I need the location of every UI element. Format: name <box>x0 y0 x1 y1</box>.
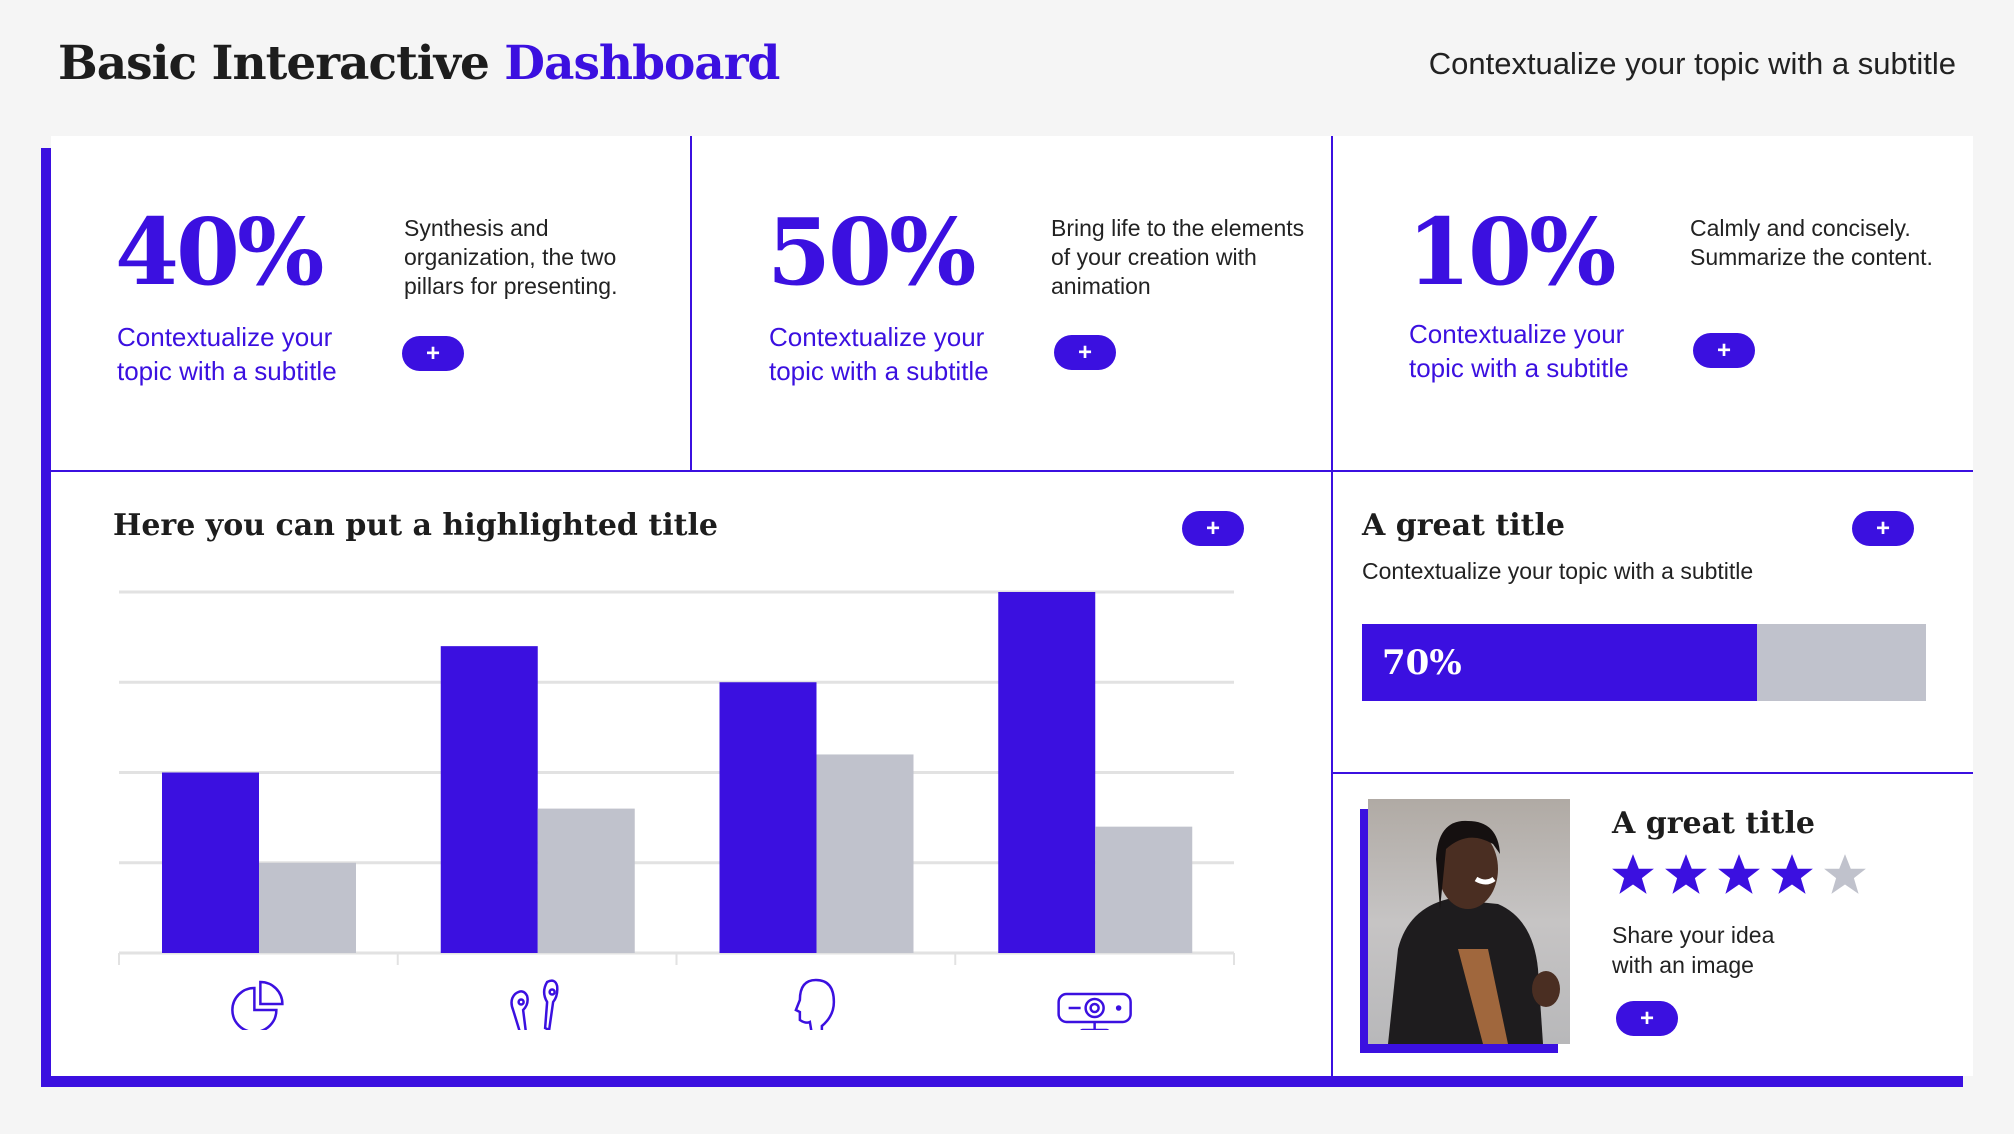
bar <box>162 772 259 953</box>
kpi-description: Synthesis and organization, the two pill… <box>404 215 618 299</box>
star-filled-icon[interactable] <box>1610 852 1656 896</box>
bar-chart <box>118 590 1235 1030</box>
progress-label: 70% <box>1382 642 1462 683</box>
image-panel-text: Share your idea with an image <box>1612 922 1775 978</box>
kpi-subtitle: Contextualize your topic with a subtitle <box>769 322 989 386</box>
star-empty-icon[interactable] <box>1822 852 1868 896</box>
progress-bar: 70% <box>1362 624 1926 701</box>
bar <box>440 646 538 953</box>
chart-title: Here you can put a highlighted title <box>113 508 718 543</box>
progress-subtitle: Contextualize your topic with a subtitle <box>1362 558 1754 584</box>
page-title: Basic Interactive Dashboard <box>58 36 780 91</box>
star-filled-icon[interactable] <box>1716 852 1762 896</box>
divider <box>51 470 1973 472</box>
divider <box>690 136 692 471</box>
add-button[interactable]: + <box>1693 333 1755 368</box>
pie-chart-icon <box>231 980 284 1030</box>
kpi-description: Calmly and concisely. Summarize the cont… <box>1690 215 1933 270</box>
progress-title: A great title <box>1362 508 1565 543</box>
divider <box>1332 772 1973 774</box>
kpi-value: 50% <box>767 198 976 306</box>
kpi-subtitle: Contextualize your topic with a subtitle <box>117 322 337 386</box>
kpi-subtitle: Contextualize your topic with a subtitle <box>1409 319 1629 383</box>
bar <box>816 754 914 953</box>
earbuds-icon <box>510 979 559 1030</box>
add-button[interactable]: + <box>1054 335 1116 370</box>
accent-bar-bottom <box>41 1076 1963 1087</box>
image-panel-title: A great title <box>1612 806 1815 841</box>
accent-bar-left <box>41 148 51 1087</box>
star-filled-icon[interactable] <box>1663 852 1709 896</box>
projector-icon <box>1057 992 1132 1030</box>
kpi-value: 10% <box>1407 198 1616 306</box>
star-filled-icon[interactable] <box>1769 852 1815 896</box>
add-button[interactable]: + <box>1616 1001 1678 1036</box>
add-button[interactable]: + <box>402 336 464 371</box>
page-subtitle: Contextualize your topic with a subtitle <box>1428 46 1956 81</box>
divider <box>1331 136 1333 1076</box>
bar <box>719 682 817 953</box>
kpi-value: 40% <box>115 198 324 306</box>
kpi-description: Bring life to the elements of your creat… <box>1051 215 1305 299</box>
add-button[interactable]: + <box>1182 511 1244 546</box>
add-button[interactable]: + <box>1852 511 1914 546</box>
bar <box>537 808 635 953</box>
bar <box>998 592 1096 953</box>
bar <box>259 862 356 953</box>
star-rating[interactable] <box>1610 852 1868 896</box>
person-photo <box>1368 799 1570 1044</box>
progress-fill: 70% <box>1362 624 1757 701</box>
bar <box>1095 826 1193 953</box>
head-icon <box>794 978 836 1030</box>
